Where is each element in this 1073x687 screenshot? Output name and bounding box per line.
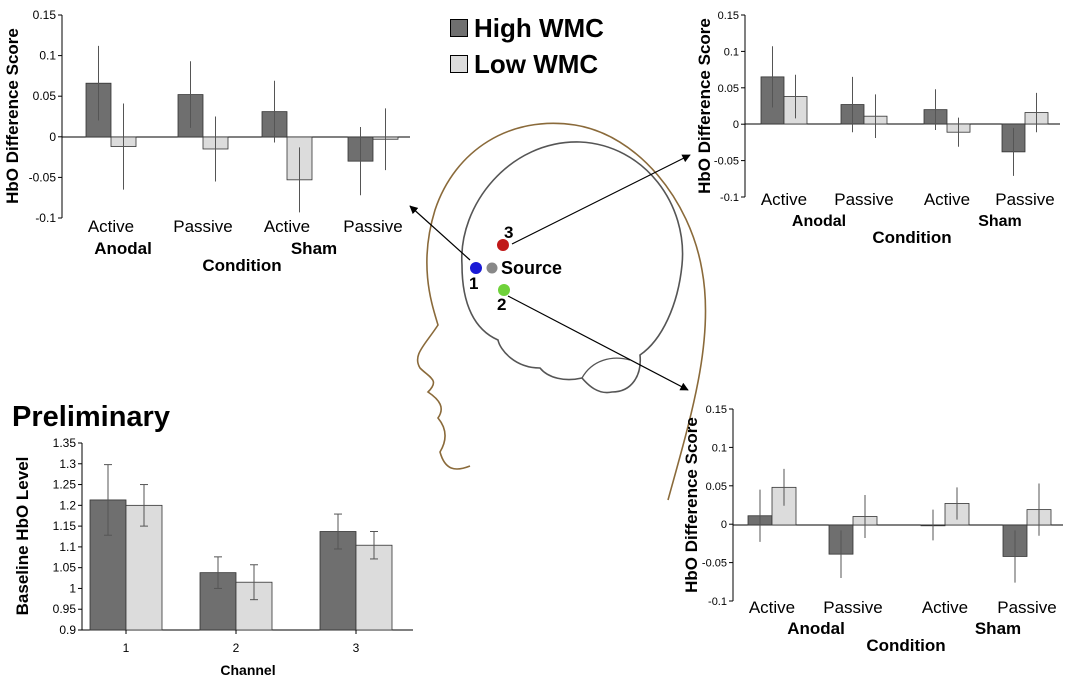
channel-2-number: 2 <box>497 295 506 314</box>
y-tick-label: 0.05 <box>706 481 727 493</box>
group-label: Anodal <box>787 619 845 638</box>
y-tick-label: 0.9 <box>59 623 76 637</box>
channel-1-dot <box>470 262 482 274</box>
y-axis-title: HbO Difference Score <box>695 18 714 194</box>
y-tick-label: 0.95 <box>53 602 77 616</box>
x-axis-title: Condition <box>872 228 951 247</box>
y-tick-label: 0 <box>721 519 727 531</box>
arrow-channel3 <box>511 154 691 245</box>
y-tick-label: 0.1 <box>39 49 56 63</box>
y-tick-label: 0.1 <box>724 46 739 58</box>
x-tick-label: 3 <box>353 641 360 655</box>
group-label: Sham <box>978 213 1022 230</box>
y-tick-label: 1.35 <box>53 436 77 450</box>
charts-group: 0.15 0.1 0.05 0 -0.05 -0.1 Active Passive Active… <box>3 8 1063 678</box>
source-label: Source <box>501 258 562 278</box>
x-tick-label: Active <box>88 217 134 236</box>
source-dot <box>486 262 498 274</box>
arrow-channel1 <box>409 205 471 261</box>
y-tick-label: -0.1 <box>35 211 56 225</box>
group-label: Anodal <box>94 239 152 258</box>
preliminary-label: Preliminary <box>12 401 170 433</box>
x-tick-label: Passive <box>997 598 1057 617</box>
channel-3-number: 3 <box>504 223 513 242</box>
y-tick-label: 0 <box>49 130 56 144</box>
x-tick-label: Active <box>922 598 968 617</box>
group-label: Sham <box>975 619 1021 638</box>
x-tick-label: Active <box>761 190 807 209</box>
y-tick-label: 1 <box>69 581 76 595</box>
x-tick-label: Active <box>924 190 970 209</box>
x-tick-label: Active <box>749 598 795 617</box>
chart-channel3: 0.15 0.1 0.05 0 -0.05 -0.1 Active Passive Active… <box>695 10 1060 247</box>
channel-2-dot <box>498 284 510 296</box>
group-label: Sham <box>291 239 337 258</box>
head-outline <box>416 122 707 501</box>
y-tick-label: 1.25 <box>53 478 77 492</box>
legend-item-low: Low WMC <box>450 46 604 82</box>
channel-3-dot <box>497 239 509 251</box>
y-tick-label: 1.3 <box>59 457 76 471</box>
y-tick-label: 0.15 <box>718 10 739 22</box>
y-tick-label: 0.15 <box>33 8 57 22</box>
arrow-channel2 <box>507 295 689 391</box>
legend: High WMC Low WMC <box>450 10 604 82</box>
x-axis-title: Condition <box>202 256 281 275</box>
y-axis-title: HbO Difference Score <box>682 417 701 593</box>
chart-channel1: 0.15 0.1 0.05 0 -0.05 -0.1 Active Passive Active… <box>3 8 410 275</box>
y-tick-label: 1.1 <box>59 540 76 554</box>
brain-outline <box>461 141 684 394</box>
chart-channel2: 0.15 0.1 0.05 0 -0.05 -0.1 Active Passive Active… <box>682 404 1063 655</box>
x-tick-label: Passive <box>173 217 233 236</box>
y-axis-title: HbO Difference Score <box>3 28 22 204</box>
x-tick-label: Passive <box>995 190 1055 209</box>
y-tick-label: -0.1 <box>708 596 727 608</box>
y-tick-label: 0.15 <box>706 404 727 416</box>
y-tick-label: 0.05 <box>33 89 57 103</box>
y-tick-label: 0.05 <box>718 83 739 95</box>
x-tick-label: Passive <box>834 190 894 209</box>
y-axis-title: Baseline HbO Level <box>13 457 32 616</box>
channel-1-number: 1 <box>469 274 478 293</box>
y-tick-label: -0.05 <box>714 156 739 168</box>
group-label: Anodal <box>792 213 846 230</box>
y-tick-label: 0 <box>733 119 739 131</box>
y-tick-label: 1.2 <box>59 498 76 512</box>
chart-baseline: 1.35 1.3 1.25 1.2 1.15 1.1 1.05 1 0.95 0.9 1 2 3 Chan… <box>13 436 413 678</box>
legend-label-high: High WMC <box>474 12 604 43</box>
legend-swatch-low <box>450 55 468 73</box>
y-tick-label: -0.05 <box>29 170 57 184</box>
y-tick-label: -0.1 <box>720 192 739 204</box>
x-tick-label: Passive <box>823 598 883 617</box>
y-tick-label: 0.1 <box>712 442 727 454</box>
legend-label-low: Low WMC <box>474 48 599 79</box>
legend-item-high: High WMC <box>450 10 604 46</box>
x-tick-label: Passive <box>343 217 403 236</box>
y-tick-label: -0.05 <box>702 558 727 570</box>
cerebellum-line <box>581 357 631 379</box>
x-tick-label: Active <box>264 217 310 236</box>
legend-swatch-high <box>450 19 468 37</box>
y-tick-label: 1.15 <box>53 519 77 533</box>
x-tick-label: 2 <box>233 641 240 655</box>
y-tick-label: 1.05 <box>53 561 77 575</box>
x-axis-title: Channel <box>220 662 275 678</box>
x-tick-label: 1 <box>123 641 130 655</box>
x-axis-title: Condition <box>866 636 945 655</box>
